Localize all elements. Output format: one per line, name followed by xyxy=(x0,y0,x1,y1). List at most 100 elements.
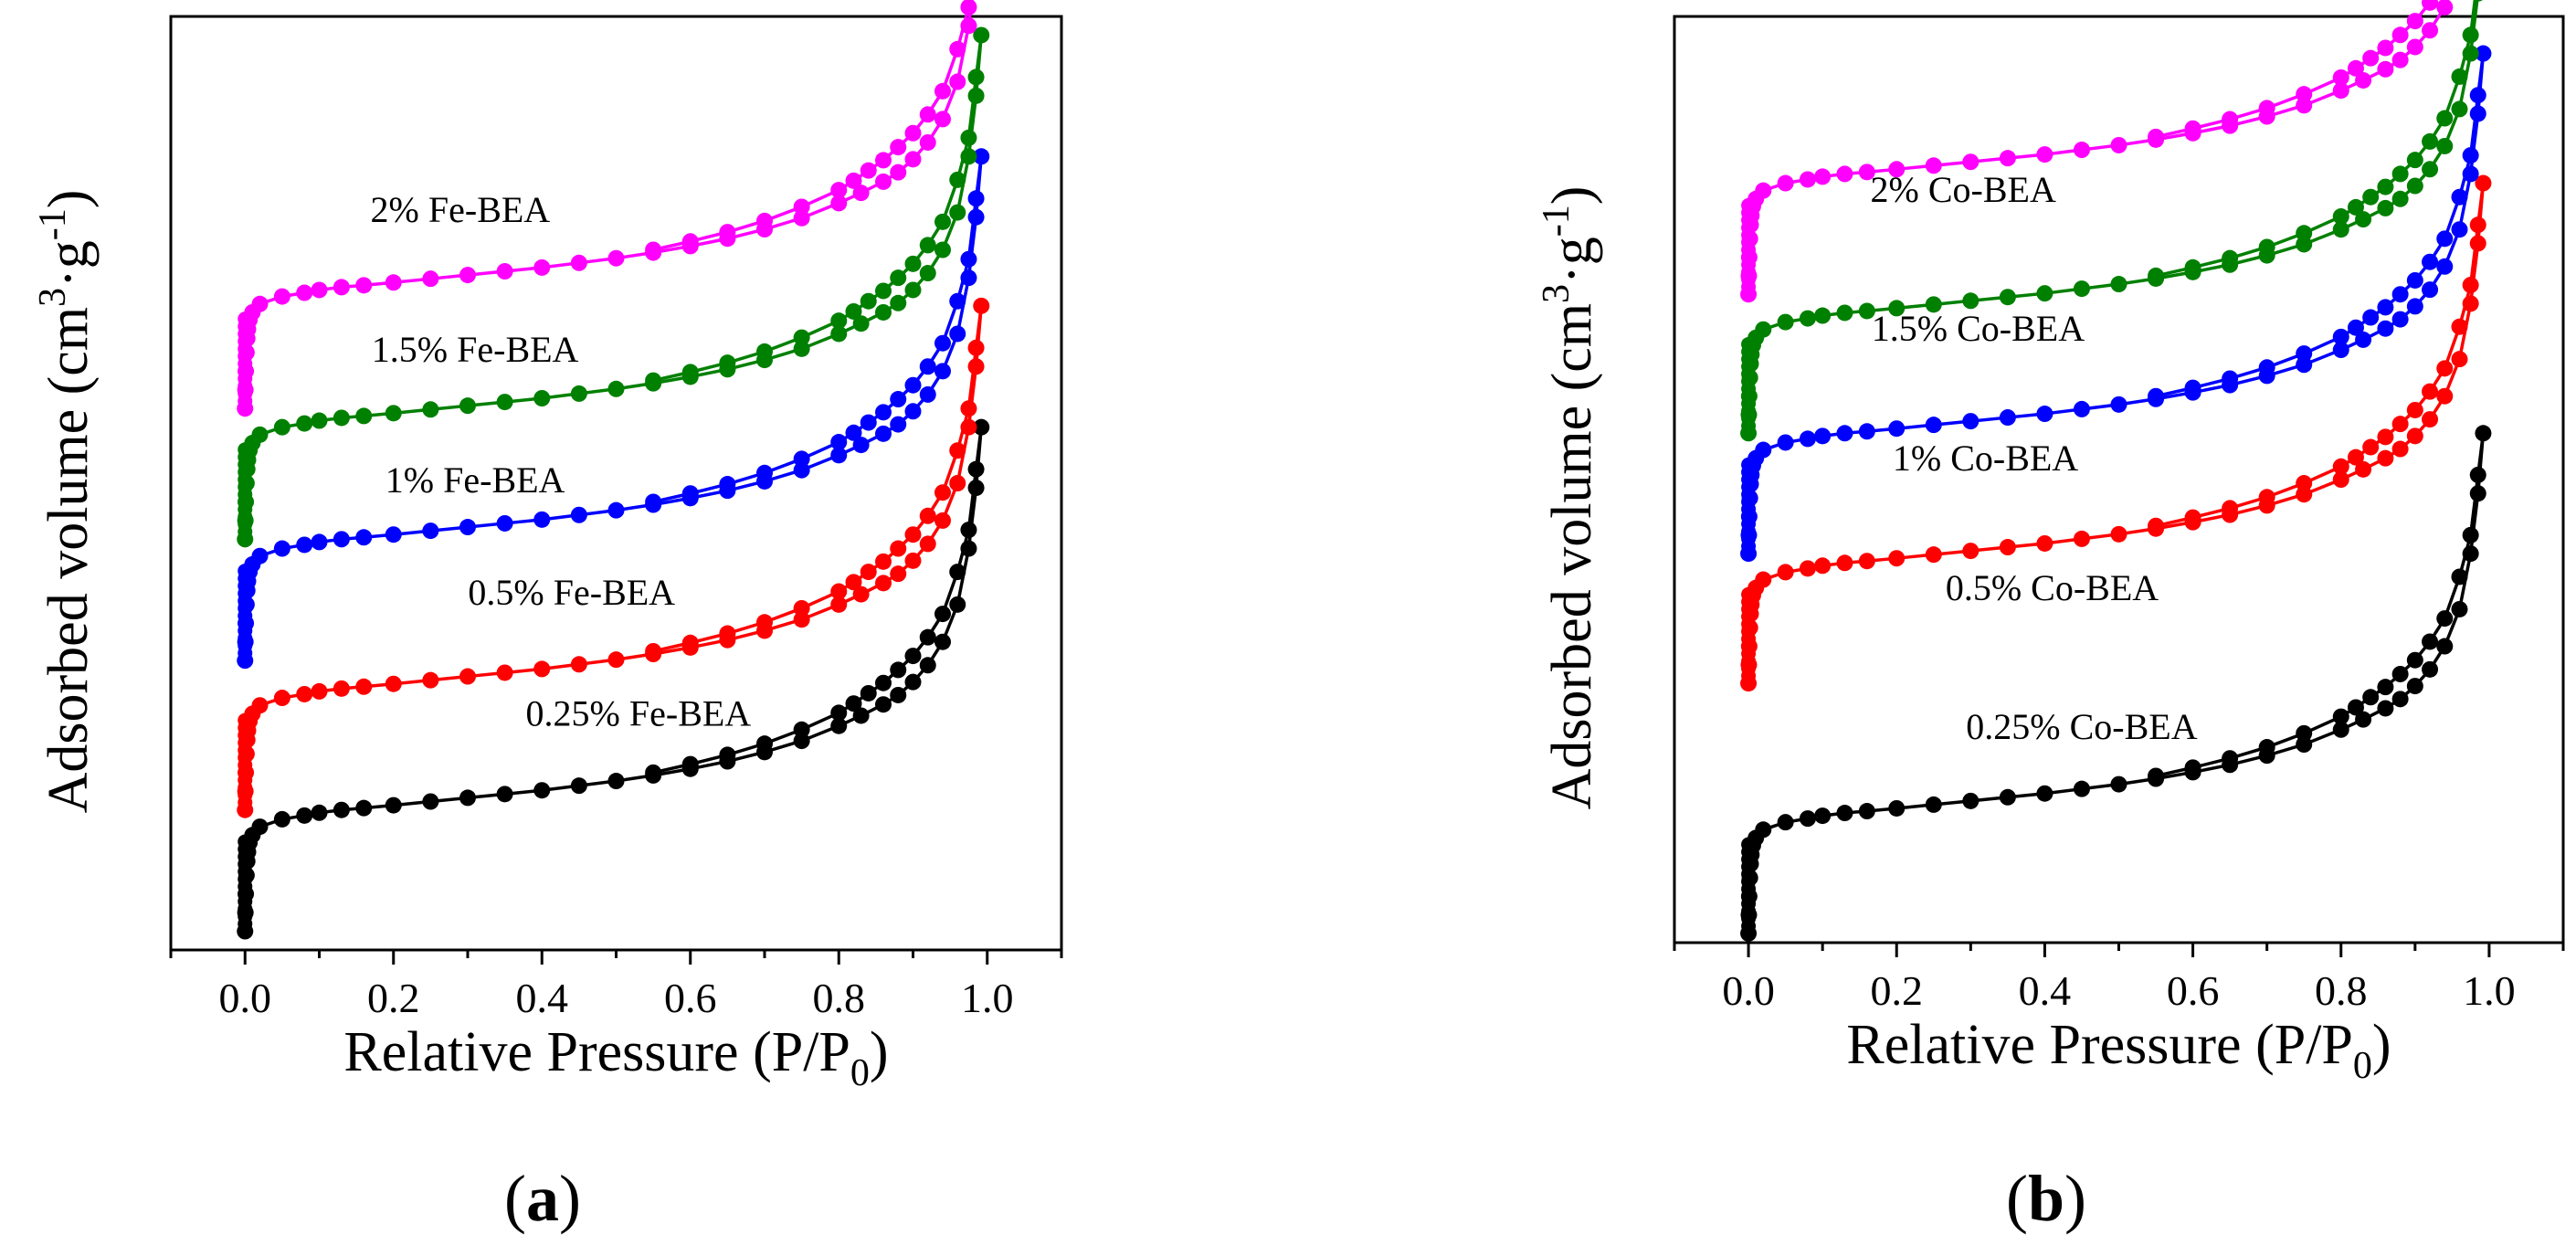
data-point xyxy=(237,531,254,548)
data-point xyxy=(2475,425,2492,442)
data-point xyxy=(2332,221,2349,238)
data-point xyxy=(830,434,848,451)
data-point xyxy=(1925,296,1942,313)
data-point xyxy=(238,867,255,884)
data-point xyxy=(875,553,892,570)
data-point xyxy=(793,599,810,617)
data-point xyxy=(355,678,373,695)
data-point xyxy=(949,325,966,343)
data-point xyxy=(793,721,810,738)
data-point xyxy=(422,793,439,810)
data-point xyxy=(607,773,625,790)
data-point xyxy=(973,418,990,436)
data-point xyxy=(973,148,990,165)
data-point xyxy=(311,281,328,299)
data-point xyxy=(852,586,870,603)
y-axis-title: Adsorbed volume (cm3·g-1) xyxy=(1536,186,1603,810)
data-point xyxy=(967,358,985,375)
data-point xyxy=(967,190,985,207)
data-point xyxy=(1740,425,1758,442)
data-point xyxy=(904,281,922,299)
data-point xyxy=(967,69,985,86)
data-point xyxy=(2436,610,2454,628)
data-point xyxy=(1962,543,1980,560)
data-point xyxy=(719,625,736,642)
data-point xyxy=(2451,600,2468,617)
data-point xyxy=(311,533,328,551)
data-point xyxy=(890,294,907,311)
data-point xyxy=(960,250,977,268)
data-point xyxy=(1777,313,1794,331)
data-point xyxy=(890,164,907,181)
data-point xyxy=(1925,417,1942,434)
x-tick-label: 0.8 xyxy=(2315,967,2368,1014)
data-point xyxy=(830,195,848,212)
data-point xyxy=(422,401,439,418)
data-point xyxy=(1814,807,1832,825)
data-point xyxy=(2332,328,2349,345)
data-point xyxy=(237,633,254,650)
data-point xyxy=(2036,146,2053,164)
data-point xyxy=(1836,165,1853,183)
data-point xyxy=(967,480,985,497)
data-point xyxy=(496,664,513,681)
data-point xyxy=(2036,534,2053,552)
data-point xyxy=(875,303,892,321)
data-point xyxy=(830,447,848,464)
data-point xyxy=(296,807,313,824)
data-point xyxy=(645,241,662,258)
data-point xyxy=(2436,360,2454,377)
data-point xyxy=(793,329,810,346)
data-point xyxy=(1814,427,1832,445)
data-point xyxy=(919,385,936,403)
data-point xyxy=(1836,805,1853,822)
data-point xyxy=(1777,434,1794,451)
data-point xyxy=(1799,171,1816,188)
series-0-5-co-bea: 0.5% Co-BEA xyxy=(1740,174,2492,692)
data-point xyxy=(2422,161,2439,178)
data-point xyxy=(949,475,966,491)
data-point xyxy=(852,707,870,724)
x-tick-label: 0.2 xyxy=(1871,967,1924,1014)
data-point xyxy=(681,634,699,651)
data-point xyxy=(1740,526,1758,543)
data-point xyxy=(890,661,907,679)
data-point xyxy=(238,475,255,491)
data-point xyxy=(2406,177,2423,195)
data-point xyxy=(2436,0,2454,16)
data-point xyxy=(934,363,951,380)
data-point xyxy=(2377,60,2394,78)
data-point xyxy=(967,87,985,104)
data-point xyxy=(2347,448,2364,466)
data-point xyxy=(2406,401,2423,418)
data-point xyxy=(960,269,977,287)
x-tick-label: 0.6 xyxy=(664,975,717,1021)
data-point xyxy=(496,394,513,411)
data-point xyxy=(296,536,313,554)
data-point xyxy=(2148,128,2165,145)
data-point xyxy=(949,564,966,581)
data-point xyxy=(2377,39,2394,57)
data-point xyxy=(645,493,662,511)
data-point xyxy=(1962,153,1980,171)
data-point xyxy=(2036,285,2053,302)
data-point xyxy=(830,704,848,722)
data-point xyxy=(1858,302,1875,320)
data-point xyxy=(2222,249,2239,267)
data-point xyxy=(238,493,255,511)
data-point xyxy=(2296,475,2313,492)
data-point xyxy=(385,797,402,814)
panel-letter: (a) xyxy=(504,1162,581,1235)
data-point xyxy=(2184,120,2201,137)
data-point xyxy=(385,526,402,543)
data-point xyxy=(645,372,662,389)
data-point xyxy=(2258,100,2275,117)
data-point xyxy=(681,364,699,381)
data-point xyxy=(845,574,862,591)
data-point xyxy=(2258,359,2275,376)
data-point xyxy=(2406,651,2423,669)
data-point xyxy=(934,512,951,529)
data-point xyxy=(385,675,402,692)
data-point xyxy=(311,804,328,821)
data-point xyxy=(1740,387,1758,405)
